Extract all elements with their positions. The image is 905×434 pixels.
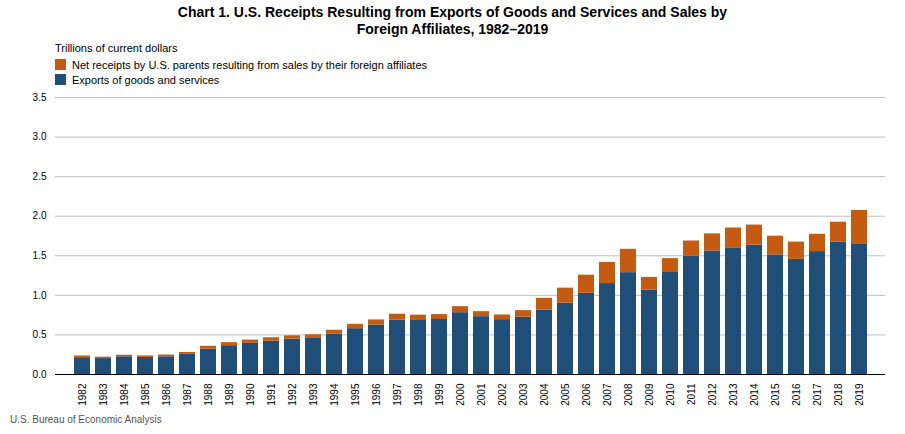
svg-text:1989: 1989 — [224, 383, 235, 406]
svg-text:1993: 1993 — [308, 383, 319, 406]
svg-text:1986: 1986 — [161, 383, 172, 406]
svg-text:2005: 2005 — [560, 383, 571, 406]
svg-text:2000: 2000 — [455, 383, 466, 406]
html-text:Net receipts by U.S. parents r: Net receipts by U.S. parents resulting f… — [72, 58, 427, 71]
svg-text:2004: 2004 — [539, 383, 550, 406]
html-text:Chart 1. U.S. Receipts Resulti: Chart 1. U.S. Receipts Resulting from Ex… — [177, 4, 728, 20]
svg-text:1983: 1983 — [98, 383, 109, 406]
svg-text:2.0: 2.0 — [33, 210, 47, 221]
svg-text:0.5: 0.5 — [33, 329, 47, 340]
svg-text:2009: 2009 — [644, 383, 655, 406]
svg-text:1997: 1997 — [392, 383, 403, 406]
svg-text:1984: 1984 — [119, 383, 130, 406]
html-text:Foreign Affiliates, 1982–2019: Foreign Affiliates, 1982–2019 — [356, 21, 549, 37]
svg-text:1991: 1991 — [266, 383, 277, 406]
svg-text:1995: 1995 — [350, 383, 361, 406]
svg-text:2019: 2019 — [854, 383, 865, 406]
svg-text:2003: 2003 — [518, 383, 529, 406]
svg-text:1.5: 1.5 — [33, 250, 47, 261]
svg-text:1988: 1988 — [203, 383, 214, 406]
svg-text:2018: 2018 — [833, 383, 844, 406]
svg-text:2015: 2015 — [770, 383, 781, 406]
svg-text:2001: 2001 — [476, 383, 487, 406]
svg-text:2010: 2010 — [665, 383, 676, 406]
svg-text:1994: 1994 — [329, 383, 340, 406]
svg-text:1998: 1998 — [413, 383, 424, 406]
svg-text:2016: 2016 — [791, 383, 802, 406]
svg-text:2002: 2002 — [497, 383, 508, 406]
svg-text:1992: 1992 — [287, 383, 298, 406]
svg-text:1996: 1996 — [371, 383, 382, 406]
svg-text:3.5: 3.5 — [33, 92, 47, 103]
svg-text:0.0: 0.0 — [33, 369, 47, 380]
svg-text:2008: 2008 — [623, 383, 634, 406]
svg-text:1985: 1985 — [140, 383, 151, 406]
svg-text:2006: 2006 — [581, 383, 592, 406]
svg-text:1982: 1982 — [77, 383, 88, 406]
svg-text:1.0: 1.0 — [33, 290, 47, 301]
svg-text:1990: 1990 — [245, 383, 256, 406]
html-text:Exports of goods and services: Exports of goods and services — [72, 73, 220, 86]
html-text:Trillions of current dollars: Trillions of current dollars — [55, 42, 178, 54]
svg-text:2007: 2007 — [602, 383, 613, 406]
svg-text:2017: 2017 — [812, 383, 823, 406]
html-text:U.S. Bureau of Economic Analys: U.S. Bureau of Economic Analysis — [10, 414, 162, 425]
svg-text:3.0: 3.0 — [33, 131, 47, 142]
svg-text:1987: 1987 — [182, 383, 193, 406]
svg-text:1999: 1999 — [434, 383, 445, 406]
svg-text:2011: 2011 — [686, 383, 697, 405]
svg-text:2014: 2014 — [749, 383, 760, 406]
svg-text:2012: 2012 — [707, 383, 718, 406]
svg-text:2013: 2013 — [728, 383, 739, 406]
svg-text:2.5: 2.5 — [33, 171, 47, 182]
